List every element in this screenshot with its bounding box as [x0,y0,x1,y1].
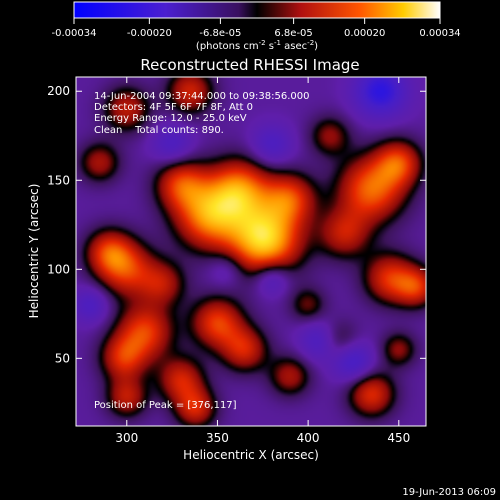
x-tick-label: 450 [387,431,410,445]
x-tick-label: 300 [115,431,138,445]
annotation-time: 14-Jun-2004 09:37:44.000 to 09:38:56.000 [94,91,310,102]
y-axis-label: Heliocentric Y (arcsec) [27,184,41,319]
colorbar-tick-label: 0.00034 [419,28,460,39]
y-tick-label: 100 [47,262,70,276]
colorbar-tick-label: -6.8e-05 [199,28,241,39]
footer-timestamp: 19-Jun-2013 06:09 [402,487,496,498]
colorbar-tick-label: 0.00020 [344,28,385,39]
x-tick-label: 350 [206,431,229,445]
annotation-clean: Clean Total counts: 890. [94,125,224,136]
colorbar-tick-label: 6.8e-05 [274,28,312,39]
x-axis-label: Heliocentric X (arcsec) [183,448,319,462]
colorbar-ticks: -0.00034 -0.00020 -6.8e-05 6.8e-05 0.00020 0.… [52,18,461,39]
y-tick-label: 150 [47,173,70,187]
y-tick-label: 50 [55,351,70,365]
peak-position-label: Position of Peak = [376,117] [94,400,237,411]
y-tick-label: 200 [47,84,70,98]
colorbar [73,1,441,19]
heatmap-image [76,77,426,426]
x-axis-ticks: 300 350 400 450 [115,77,410,445]
x-tick-label: 400 [297,431,320,445]
plot-frame [75,76,427,427]
annotation-energy: Energy Range: 12.0 - 25.0 keV [94,113,247,124]
annotation-detectors: Detectors: 4F 5F 6F 7F 8F, Att 0 [94,102,253,113]
colorbar-tick-label: -0.00034 [52,28,97,39]
y-axis-ticks: 50 100 150 200 [47,84,426,365]
colorbar-unit-label: (photons cm-2 s-1 asec-2) [196,39,318,52]
chart-title: Reconstructed RHESSI Image [140,56,359,74]
colorbar-tick-label: -0.00020 [127,28,172,39]
